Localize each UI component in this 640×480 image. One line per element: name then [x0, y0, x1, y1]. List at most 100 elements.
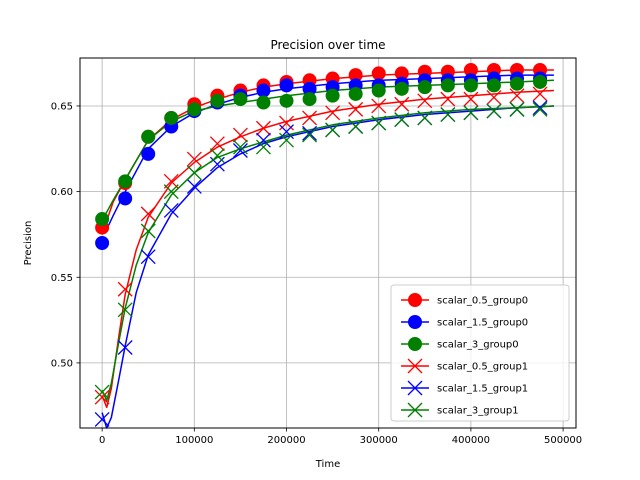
- data-point-x: [532, 86, 548, 102]
- data-point-circle: [95, 236, 110, 250]
- data-point-x: [463, 91, 479, 107]
- x-marker-stroke: [417, 110, 433, 126]
- x-marker-stroke: [463, 91, 479, 107]
- data-point-circle: [256, 95, 271, 110]
- data-point-circle: [463, 78, 478, 93]
- data-point-x: [348, 119, 364, 134]
- data-point-circle: [348, 86, 363, 101]
- data-point-x: [302, 127, 318, 143]
- x-marker-stroke: [140, 249, 156, 265]
- x-marker-stroke: [509, 101, 525, 117]
- data-point-x: [209, 136, 225, 152]
- legend-label: scalar_0.5_group1: [437, 362, 528, 373]
- x-marker-stroke: [407, 358, 423, 374]
- x-tick-label: 0: [99, 435, 105, 446]
- data-point-circle: [533, 74, 548, 89]
- x-marker-stroke: [440, 91, 456, 107]
- data-point-circle: [210, 93, 225, 108]
- x-marker-stroke: [486, 89, 502, 105]
- data-point-x: [256, 132, 271, 148]
- data-point-x: [117, 302, 133, 318]
- data-point-x: [371, 98, 387, 114]
- x-marker-stroke: [302, 110, 318, 126]
- x-marker-stroke: [532, 100, 548, 116]
- legend-frame: [390, 284, 570, 422]
- data-point-x: [302, 110, 318, 126]
- data-point-x: [232, 127, 248, 143]
- legend-marker: [408, 315, 422, 329]
- x-marker-stroke: [256, 139, 271, 155]
- data-point-x: [117, 281, 133, 297]
- x-marker-stroke: [117, 340, 133, 355]
- data-point-circle: [279, 93, 294, 108]
- data-point-x: [117, 340, 133, 355]
- data-point-x: [209, 148, 225, 164]
- data-point-x: [140, 249, 156, 265]
- data-point-x: [256, 120, 271, 136]
- x-marker-stroke: [302, 127, 318, 143]
- legend-label: scalar_0.5_group0: [437, 296, 528, 307]
- x-marker-stroke: [209, 136, 225, 152]
- data-point-circle: [371, 83, 386, 98]
- data-point-x: [532, 101, 548, 117]
- x-marker-stroke: [186, 179, 202, 194]
- legend-marker: [407, 380, 423, 396]
- legend-label: scalar_1.5_group1: [437, 384, 528, 395]
- x-marker-stroke: [417, 93, 433, 109]
- chart-title: Precision over time: [270, 38, 385, 52]
- data-point-x: [486, 103, 502, 119]
- legend-label: scalar_1.5_group0: [437, 318, 528, 329]
- legend-marker: [408, 293, 422, 307]
- data-point-circle: [118, 174, 133, 189]
- data-point-x: [417, 93, 433, 109]
- data-point-circle: [256, 83, 271, 98]
- data-point-x: [325, 122, 341, 138]
- data-point-x: [394, 96, 410, 112]
- x-marker-stroke: [256, 120, 271, 136]
- x-marker-stroke: [440, 107, 456, 122]
- x-marker-stroke: [163, 173, 179, 189]
- plot-area-frame: [79, 57, 577, 429]
- data-point-circle: [325, 88, 340, 103]
- data-point-x: [325, 105, 341, 121]
- x-marker-stroke: [463, 105, 479, 121]
- data-point-circle: [440, 78, 455, 93]
- legend-marker: [408, 337, 422, 351]
- data-point-x: [279, 132, 294, 148]
- data-point-x: [532, 100, 548, 116]
- x-marker-stroke: [509, 88, 525, 104]
- x-tick-label: 500000: [544, 435, 582, 446]
- x-marker-stroke: [256, 132, 271, 148]
- x-tick-label: 300000: [360, 435, 398, 446]
- data-point-x: [486, 89, 502, 105]
- x-marker-stroke: [186, 151, 202, 167]
- x-marker-stroke: [486, 103, 502, 119]
- x-marker-stroke: [232, 143, 248, 158]
- x-marker-stroke: [186, 165, 202, 181]
- data-point-x: [394, 112, 410, 128]
- data-point-circle: [164, 110, 179, 125]
- y-axis-label: Precision: [23, 221, 34, 266]
- legend-marker: [407, 402, 423, 418]
- x-marker-stroke: [371, 115, 387, 131]
- data-point-x: [232, 139, 248, 155]
- data-point-x: [509, 88, 525, 104]
- x-marker-stroke: [325, 105, 341, 121]
- x-marker-stroke: [232, 127, 248, 143]
- y-tick-label: 0.55: [51, 273, 73, 284]
- x-marker-stroke: [325, 122, 341, 138]
- legend: scalar_0.5_group0 scalar_1.5_group0scalar…: [390, 284, 570, 422]
- data-point-x: [509, 101, 525, 117]
- data-point-circle: [371, 66, 386, 81]
- x-tick-label: 400000: [452, 435, 490, 446]
- data-point-circle: [486, 78, 501, 93]
- x-axis-label: Time: [315, 459, 340, 470]
- x-marker-stroke: [532, 101, 548, 117]
- x-tick-label: 200000: [267, 435, 305, 446]
- data-point-x: [186, 151, 202, 167]
- x-marker-stroke: [348, 119, 364, 134]
- data-point-x: [163, 173, 179, 189]
- x-tick-label: 100000: [175, 435, 213, 446]
- x-marker-stroke: [302, 125, 318, 141]
